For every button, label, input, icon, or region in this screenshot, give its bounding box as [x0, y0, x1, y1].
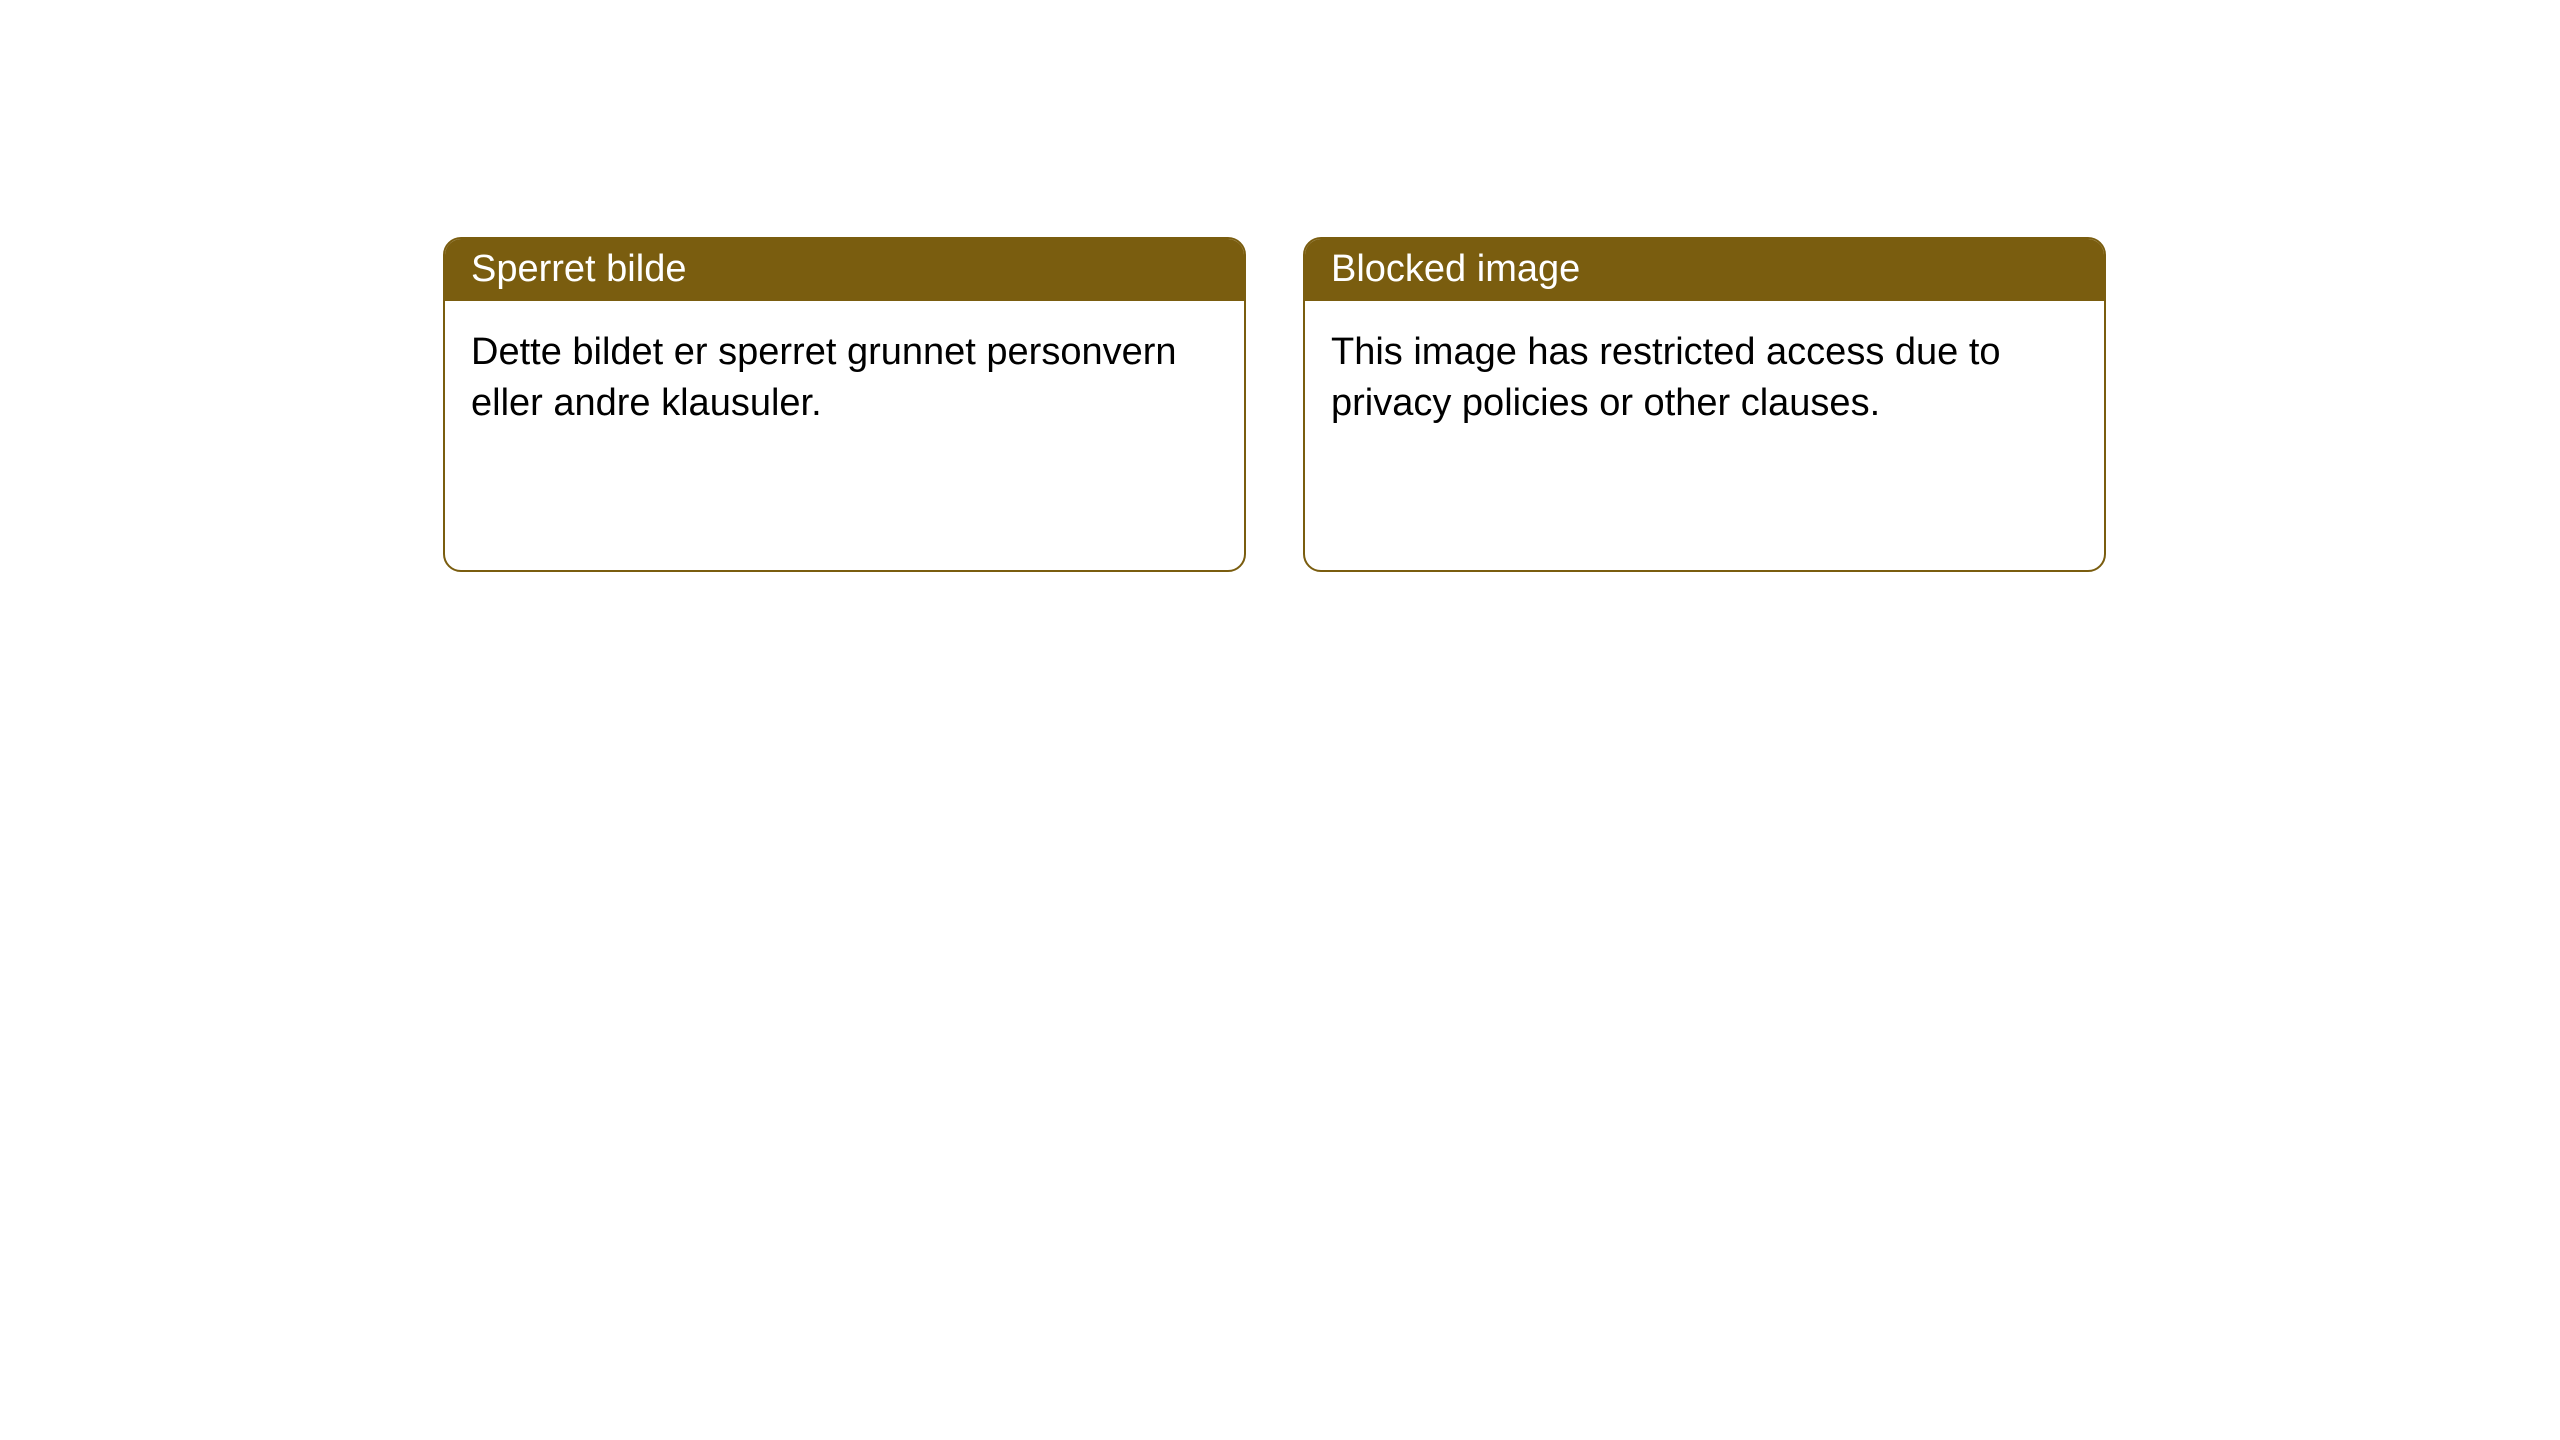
notice-body: Dette bildet er sperret grunnet personve… — [445, 301, 1244, 456]
notice-header: Sperret bilde — [445, 239, 1244, 301]
notice-body: This image has restricted access due to … — [1305, 301, 2104, 456]
notice-container: Sperret bilde Dette bildet er sperret gr… — [443, 237, 2106, 572]
notice-card-english: Blocked image This image has restricted … — [1303, 237, 2106, 572]
notice-card-norwegian: Sperret bilde Dette bildet er sperret gr… — [443, 237, 1246, 572]
notice-header: Blocked image — [1305, 239, 2104, 301]
